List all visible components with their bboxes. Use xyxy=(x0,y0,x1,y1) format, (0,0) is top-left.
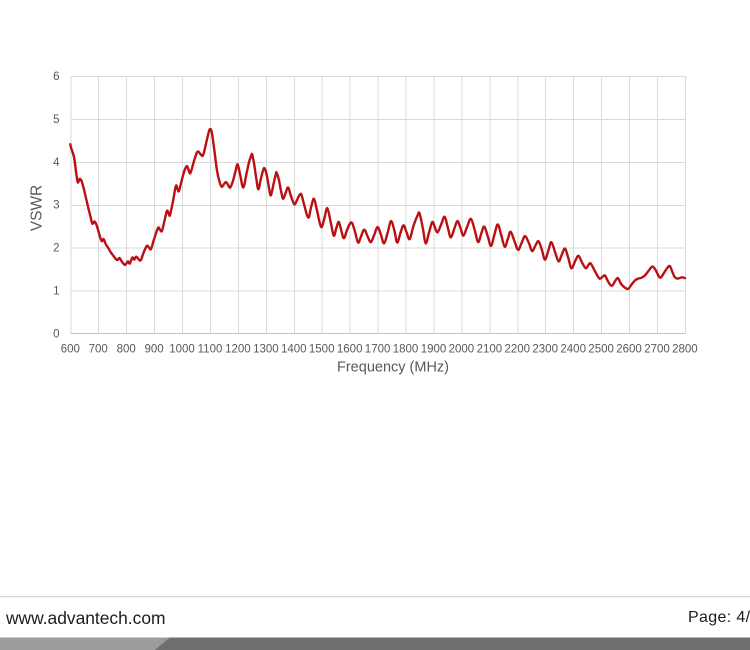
svg-text:800: 800 xyxy=(117,344,136,356)
svg-text:2800: 2800 xyxy=(672,344,698,356)
svg-text:1600: 1600 xyxy=(337,344,363,356)
svg-text:VSWR: VSWR xyxy=(29,185,46,232)
svg-text:1800: 1800 xyxy=(393,344,419,356)
svg-text:Frequency (MHz): Frequency (MHz) xyxy=(337,360,449,376)
svg-text:1700: 1700 xyxy=(365,344,391,356)
svg-text:2000: 2000 xyxy=(449,344,475,356)
svg-text:2700: 2700 xyxy=(644,344,670,356)
svg-text:5: 5 xyxy=(53,114,59,126)
svg-text:1300: 1300 xyxy=(253,344,279,356)
svg-text:2200: 2200 xyxy=(505,344,531,356)
svg-text:2500: 2500 xyxy=(588,344,614,356)
svg-text:2100: 2100 xyxy=(477,344,503,356)
svg-text:900: 900 xyxy=(145,344,164,356)
svg-text:0: 0 xyxy=(53,329,59,341)
svg-text:1100: 1100 xyxy=(198,344,223,356)
svg-text:2300: 2300 xyxy=(532,344,558,356)
svg-text:1900: 1900 xyxy=(421,344,447,356)
svg-text:4: 4 xyxy=(53,157,60,169)
svg-text:2400: 2400 xyxy=(560,344,586,356)
svg-text:1000: 1000 xyxy=(169,344,195,356)
svg-text:600: 600 xyxy=(61,344,80,356)
svg-text:3: 3 xyxy=(53,200,59,212)
svg-text:2: 2 xyxy=(53,243,59,255)
svg-text:700: 700 xyxy=(89,344,108,356)
svg-text:1200: 1200 xyxy=(225,344,251,356)
svg-text:6: 6 xyxy=(53,71,59,83)
svg-text:1400: 1400 xyxy=(281,344,307,356)
svg-text:2600: 2600 xyxy=(616,344,642,356)
svg-text:1500: 1500 xyxy=(309,344,335,356)
svg-text:1: 1 xyxy=(53,286,59,298)
